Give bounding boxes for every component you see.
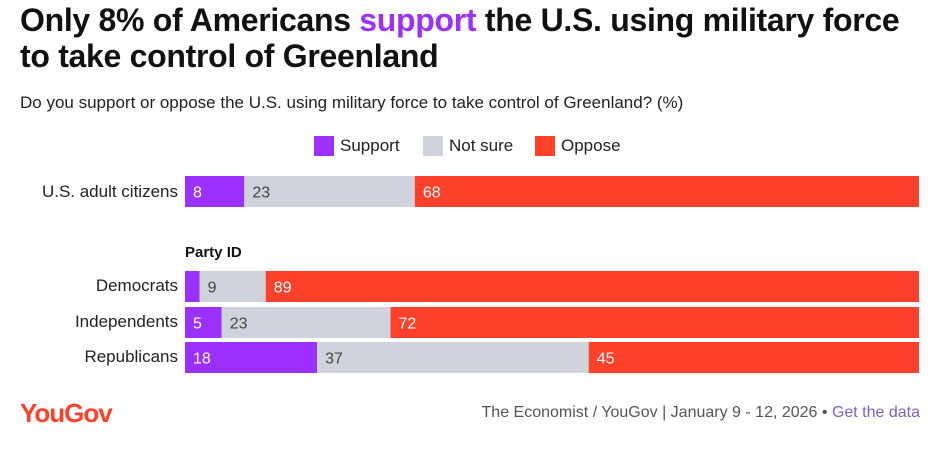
chart-subtitle: Do you support or oppose the U.S. using … <box>20 93 684 112</box>
get-the-data-link[interactable]: Get the data <box>831 404 920 421</box>
data-label-democrats-not-sure: 9 <box>208 280 217 297</box>
bar-republicans-not-sure <box>317 342 589 373</box>
row-label-republicans: Republicans <box>84 347 178 366</box>
chart-title: Only 8% of Americans support the U.S. us… <box>20 2 920 74</box>
legend-label-oppose: Oppose <box>561 136 621 155</box>
legend-item-oppose: Oppose <box>535 134 621 158</box>
row-label-independents: Independents <box>74 312 178 331</box>
bar-democrats-support <box>185 271 200 302</box>
bar-republicans-oppose <box>588 342 919 373</box>
bar-republicans-support <box>185 342 318 373</box>
data-label-u-s-adult-citizens-support: 8 <box>193 185 202 202</box>
legend-item-not-sure: Not sure <box>423 134 513 158</box>
legend-swatch-support <box>314 136 334 156</box>
bar-u-s-adult-citizens-support <box>185 176 245 207</box>
bar-u-s-adult-citizens-oppose <box>414 176 919 207</box>
source-text: The Economist / YouGov | January 9 - 12,… <box>481 404 832 421</box>
legend: Support Not sure Oppose <box>0 134 938 158</box>
bar-independents-not-sure <box>221 307 391 338</box>
yougov-logo: YouGov <box>20 398 113 428</box>
title-end: the U.S. using military force to take co… <box>20 2 900 74</box>
data-label-independents-oppose: 72 <box>399 316 417 333</box>
data-label-u-s-adult-citizens-not-sure: 23 <box>252 185 270 202</box>
title-highlight: support <box>359 2 477 38</box>
data-label-u-s-adult-citizens-oppose: 68 <box>423 185 441 202</box>
data-label-republicans-support: 18 <box>193 351 211 368</box>
bar-independents-support <box>185 307 222 338</box>
legend-swatch-oppose <box>535 136 555 156</box>
data-label-republicans-not-sure: 37 <box>325 351 343 368</box>
bar-independents-oppose <box>390 307 919 338</box>
legend-label-support: Support <box>340 136 400 155</box>
group-label-party-id: Party ID <box>185 244 242 261</box>
row-label-democrats: Democrats <box>95 276 178 295</box>
data-label-independents-support: 5 <box>193 316 202 333</box>
footer-source: The Economist / YouGov | January 9 - 12,… <box>482 404 920 422</box>
data-label-republicans-oppose: 45 <box>597 351 615 368</box>
legend-label-not-sure: Not sure <box>449 136 514 155</box>
bar-democrats-oppose <box>265 271 919 302</box>
title-start: Only 8% of Americans <box>20 2 360 38</box>
data-label-democrats-oppose: 89 <box>274 280 292 297</box>
data-label-independents-not-sure: 23 <box>230 316 248 333</box>
bar-democrats-not-sure <box>199 271 266 302</box>
legend-item-support: Support <box>314 134 400 158</box>
bar-u-s-adult-citizens-not-sure <box>244 176 415 207</box>
legend-swatch-not-sure <box>423 136 443 156</box>
row-label-us-adults: U.S. adult citizens <box>41 182 178 201</box>
